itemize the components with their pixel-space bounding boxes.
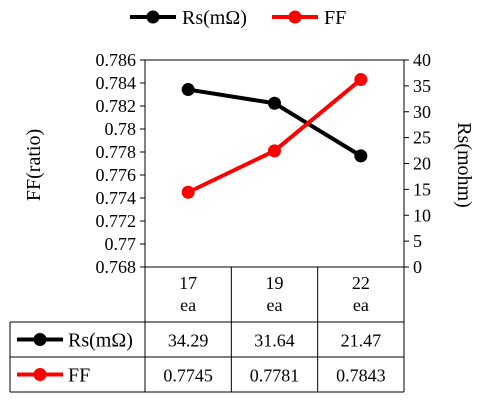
- table-key-marker-1: [33, 368, 47, 381]
- series-lines: [187, 78, 363, 195]
- y-left-tick-label: 0.776: [96, 165, 137, 185]
- y-left-tick-label: 0.782: [96, 96, 137, 116]
- y-right-tick-label: 30: [413, 102, 431, 122]
- y-left-tick-label: 0.77: [105, 234, 137, 254]
- table-cell-0-1: 31.64: [254, 331, 295, 351]
- table-cell-1-0: 0.7745: [163, 366, 213, 386]
- x-tick-label: 17: [179, 273, 197, 293]
- x-tick-label: 22: [352, 273, 370, 293]
- legend-swatch-marker-1: [288, 10, 302, 24]
- y-right-tick-label: 15: [413, 179, 431, 199]
- x-tick-label: 19: [266, 273, 284, 293]
- y-left-tick-label: 0.786: [96, 50, 137, 70]
- y-left-tick-label: 0.78: [105, 119, 137, 139]
- data-point-1-1: [268, 144, 281, 158]
- y-right-tick-label: 10: [413, 205, 431, 225]
- y-left-tick-label: 0.784: [96, 73, 137, 93]
- y-left-tick-label: 0.774: [96, 188, 137, 208]
- y-right-tick-label: 20: [413, 154, 431, 174]
- y-right-tick-label: 40: [413, 50, 431, 70]
- table-cell-0-2: 21.47: [341, 331, 382, 351]
- legend-label-0: Rs(mΩ): [182, 7, 247, 29]
- table-cell-1-1: 0.7781: [250, 366, 300, 386]
- table-cell-0-0: 34.29: [168, 331, 209, 351]
- y-axis-right-label: Rs(mohm): [453, 122, 475, 208]
- legend: Rs(mΩ) FF: [130, 7, 346, 29]
- legend-swatch-marker-0: [146, 10, 160, 24]
- y-right-tick-label: 0: [413, 257, 422, 277]
- series-points: [181, 73, 368, 199]
- data-point-1-0: [181, 185, 195, 199]
- legend-label-1: FF: [324, 7, 346, 29]
- x-tick-label: ea: [180, 295, 196, 315]
- data-point-1-2: [354, 73, 368, 87]
- left-axis-ticks: 0.768 0.77 0.772 0.774 0.776 0.778 0.78 0.782 0.…: [96, 50, 145, 277]
- y-axis-left-label: FF(ratio): [23, 129, 45, 201]
- data-point-0-2: [354, 149, 368, 163]
- table-row-label-1: FF: [68, 365, 90, 387]
- y-right-tick-label: 5: [413, 231, 422, 251]
- x-tick-label: ea: [267, 295, 283, 315]
- right-axis-ticks: 0 5 10 15 20 25 30 35 40: [404, 50, 431, 277]
- x-tick-label: ea: [353, 295, 369, 315]
- y-left-tick-label: 0.768: [96, 257, 137, 277]
- series-line-1: [187, 78, 363, 195]
- y-left-tick-label: 0.778: [96, 142, 137, 162]
- data-point-0-1: [268, 96, 281, 110]
- table-cell-1-2: 0.7843: [336, 366, 386, 386]
- y-right-tick-label: 35: [413, 76, 431, 96]
- table-key-marker-0: [33, 333, 47, 346]
- data-point-0-0: [181, 83, 195, 97]
- y-right-tick-label: 25: [413, 128, 431, 148]
- y-left-tick-label: 0.772: [96, 211, 137, 231]
- table-row-label-0: Rs(mΩ): [68, 330, 133, 352]
